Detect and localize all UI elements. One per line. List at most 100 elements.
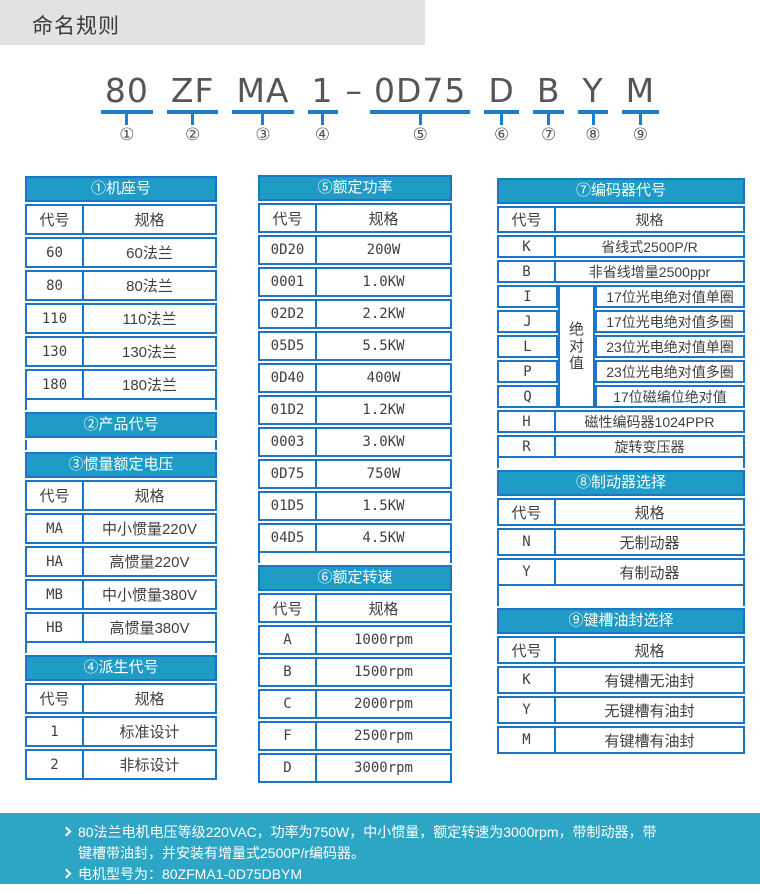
segment-number: ⑧ — [585, 125, 601, 145]
spec-cell: 高惯量380V — [109, 620, 190, 637]
table-row: MA 中小惯量220V — [25, 513, 217, 544]
table-title: ⑨键槽油封选择 — [497, 608, 745, 634]
code-cell: HA — [27, 548, 84, 575]
column-header-code: 代号 — [260, 595, 317, 621]
code-cell: 0003 — [260, 429, 317, 455]
spec-cell: 80法兰 — [126, 278, 173, 295]
segment-underline — [484, 110, 519, 114]
spec-cell: 中小惯量220V — [101, 521, 198, 538]
table-row: H 磁性编码器1024PPR — [497, 410, 745, 433]
spec-cell: 有键槽有油封 — [604, 732, 695, 750]
segment-stem — [125, 114, 129, 125]
segment-number: ⑤ — [412, 125, 428, 145]
table-row: 0D40 400W — [258, 363, 452, 393]
table-gap — [25, 400, 217, 410]
abs-group-label: 绝对值 — [558, 285, 595, 408]
arrow-bullet-icon — [61, 826, 72, 837]
code-cell: F — [260, 723, 317, 749]
table-gap — [25, 643, 217, 653]
title-bar: 命名规则 — [0, 0, 425, 45]
table-gap — [258, 553, 452, 563]
spec-cell: 有键槽无油封 — [604, 672, 695, 690]
spec-cell: 1.0KW — [362, 274, 405, 290]
table-title: ①机座号 — [25, 176, 217, 202]
code-cell: 1 — [27, 718, 84, 745]
footer-note-text: 80法兰电机电压等级220VAC，功率为750W，中小惯量，额定转速为3000r… — [78, 824, 657, 861]
abs-label-char: 对 — [568, 338, 584, 355]
spec-cell: 3.0KW — [362, 434, 405, 450]
segment-stem — [418, 114, 422, 125]
segment-text: D — [488, 71, 515, 110]
spec-cell: 中小惯量380V — [101, 587, 198, 604]
segment-stem — [547, 114, 551, 125]
spec-cell: 4.5KW — [362, 530, 405, 546]
table-row: 0001 1.0KW — [258, 267, 452, 297]
segment-underline — [307, 110, 338, 114]
tables-column-right: ⑦编码器代号 代号 规格 K 省线式2500P/R B 非省线增量2500ppr I J L P Q 绝… — [497, 178, 745, 754]
table-row: B 非省线增量2500ppr — [497, 260, 745, 283]
spec-cell: 高惯量220V — [109, 554, 190, 571]
table-row: N 无制动器 — [497, 528, 745, 556]
code-cell: Y — [499, 698, 556, 722]
table-row: D 3000rpm — [258, 753, 452, 783]
table-power: ⑤额定功率 代号 规格 0D20 200W 0001 1.0KW 02D2 2.2KW 05D5 5… — [258, 175, 452, 553]
segment-text: M — [625, 71, 656, 110]
code-cell: 0001 — [260, 269, 317, 295]
table-gap — [497, 586, 745, 606]
table-row: 2 非标设计 — [25, 749, 217, 780]
table-row: Y 无键槽有油封 — [497, 696, 745, 724]
model-segment: 80 ① — [94, 72, 160, 145]
table-row: 1 标准设计 — [25, 716, 217, 747]
code-cell: I — [497, 285, 558, 308]
column-header-spec: 规格 — [634, 504, 665, 522]
segment-number: ⑥ — [493, 125, 510, 145]
spec-cell: 无制动器 — [619, 534, 680, 552]
table-title: ⑤额定功率 — [258, 175, 452, 201]
code-cell: M — [499, 728, 556, 752]
column-header-spec: 规格 — [368, 600, 399, 618]
spec-cell: 3000rpm — [353, 760, 413, 776]
segment-stem — [591, 114, 595, 125]
table-row: B 1500rpm — [258, 657, 452, 687]
segment-underline — [621, 110, 660, 114]
segment-stem — [500, 114, 504, 125]
segment-text: B — [536, 71, 561, 110]
arrow-bullet-icon — [61, 868, 72, 879]
code-cell: HB — [27, 614, 84, 641]
segment-number: ④ — [314, 125, 331, 145]
code-cell: P — [497, 360, 558, 383]
code-cell: L — [497, 335, 558, 358]
table-product: ②产品代号 — [25, 412, 217, 438]
table-row: 80 80法兰 — [25, 270, 217, 301]
code-cell: MA — [27, 515, 84, 542]
segment-number: ⑨ — [632, 125, 648, 145]
code-cell: 130 — [27, 338, 84, 365]
spec-cell: 750W — [366, 466, 401, 482]
column-header-spec: 规格 — [635, 211, 664, 228]
segment-number: ⑦ — [541, 125, 557, 145]
segment-underline — [232, 110, 294, 114]
table-gap — [497, 458, 745, 468]
table-frame: ①机座号 代号 规格 60 60法兰 80 80法兰 110 110法兰 130 130法兰 180 1… — [25, 176, 217, 400]
abs-spec-column: 17位光电绝对值单圈 17位光电绝对值多圈 23位光电绝对值单圈 23位光电绝对值多圈… — [595, 285, 745, 408]
code-cell: 60 — [27, 239, 84, 266]
spec-cell: 有制动器 — [619, 564, 680, 582]
spec-cell: 130法兰 — [121, 344, 178, 361]
table-title: ⑥额定转速 — [258, 565, 452, 591]
model-segment: 0D75 ⑤ — [363, 72, 477, 145]
spec-cell: 200W — [366, 242, 401, 258]
column-header-code: 代号 — [499, 638, 556, 662]
spec-cell: 5.5KW — [362, 338, 405, 354]
spec-cell: 17位光电绝对值多圈 — [595, 310, 745, 333]
spec-cell: 2500rpm — [353, 728, 413, 744]
code-cell: MB — [27, 581, 84, 608]
segment-stem — [191, 114, 195, 125]
segment-underline — [100, 110, 153, 114]
spec-cell: 旋转变压器 — [614, 438, 685, 455]
code-cell: 01D5 — [260, 493, 317, 519]
segment-number: ③ — [255, 125, 271, 145]
